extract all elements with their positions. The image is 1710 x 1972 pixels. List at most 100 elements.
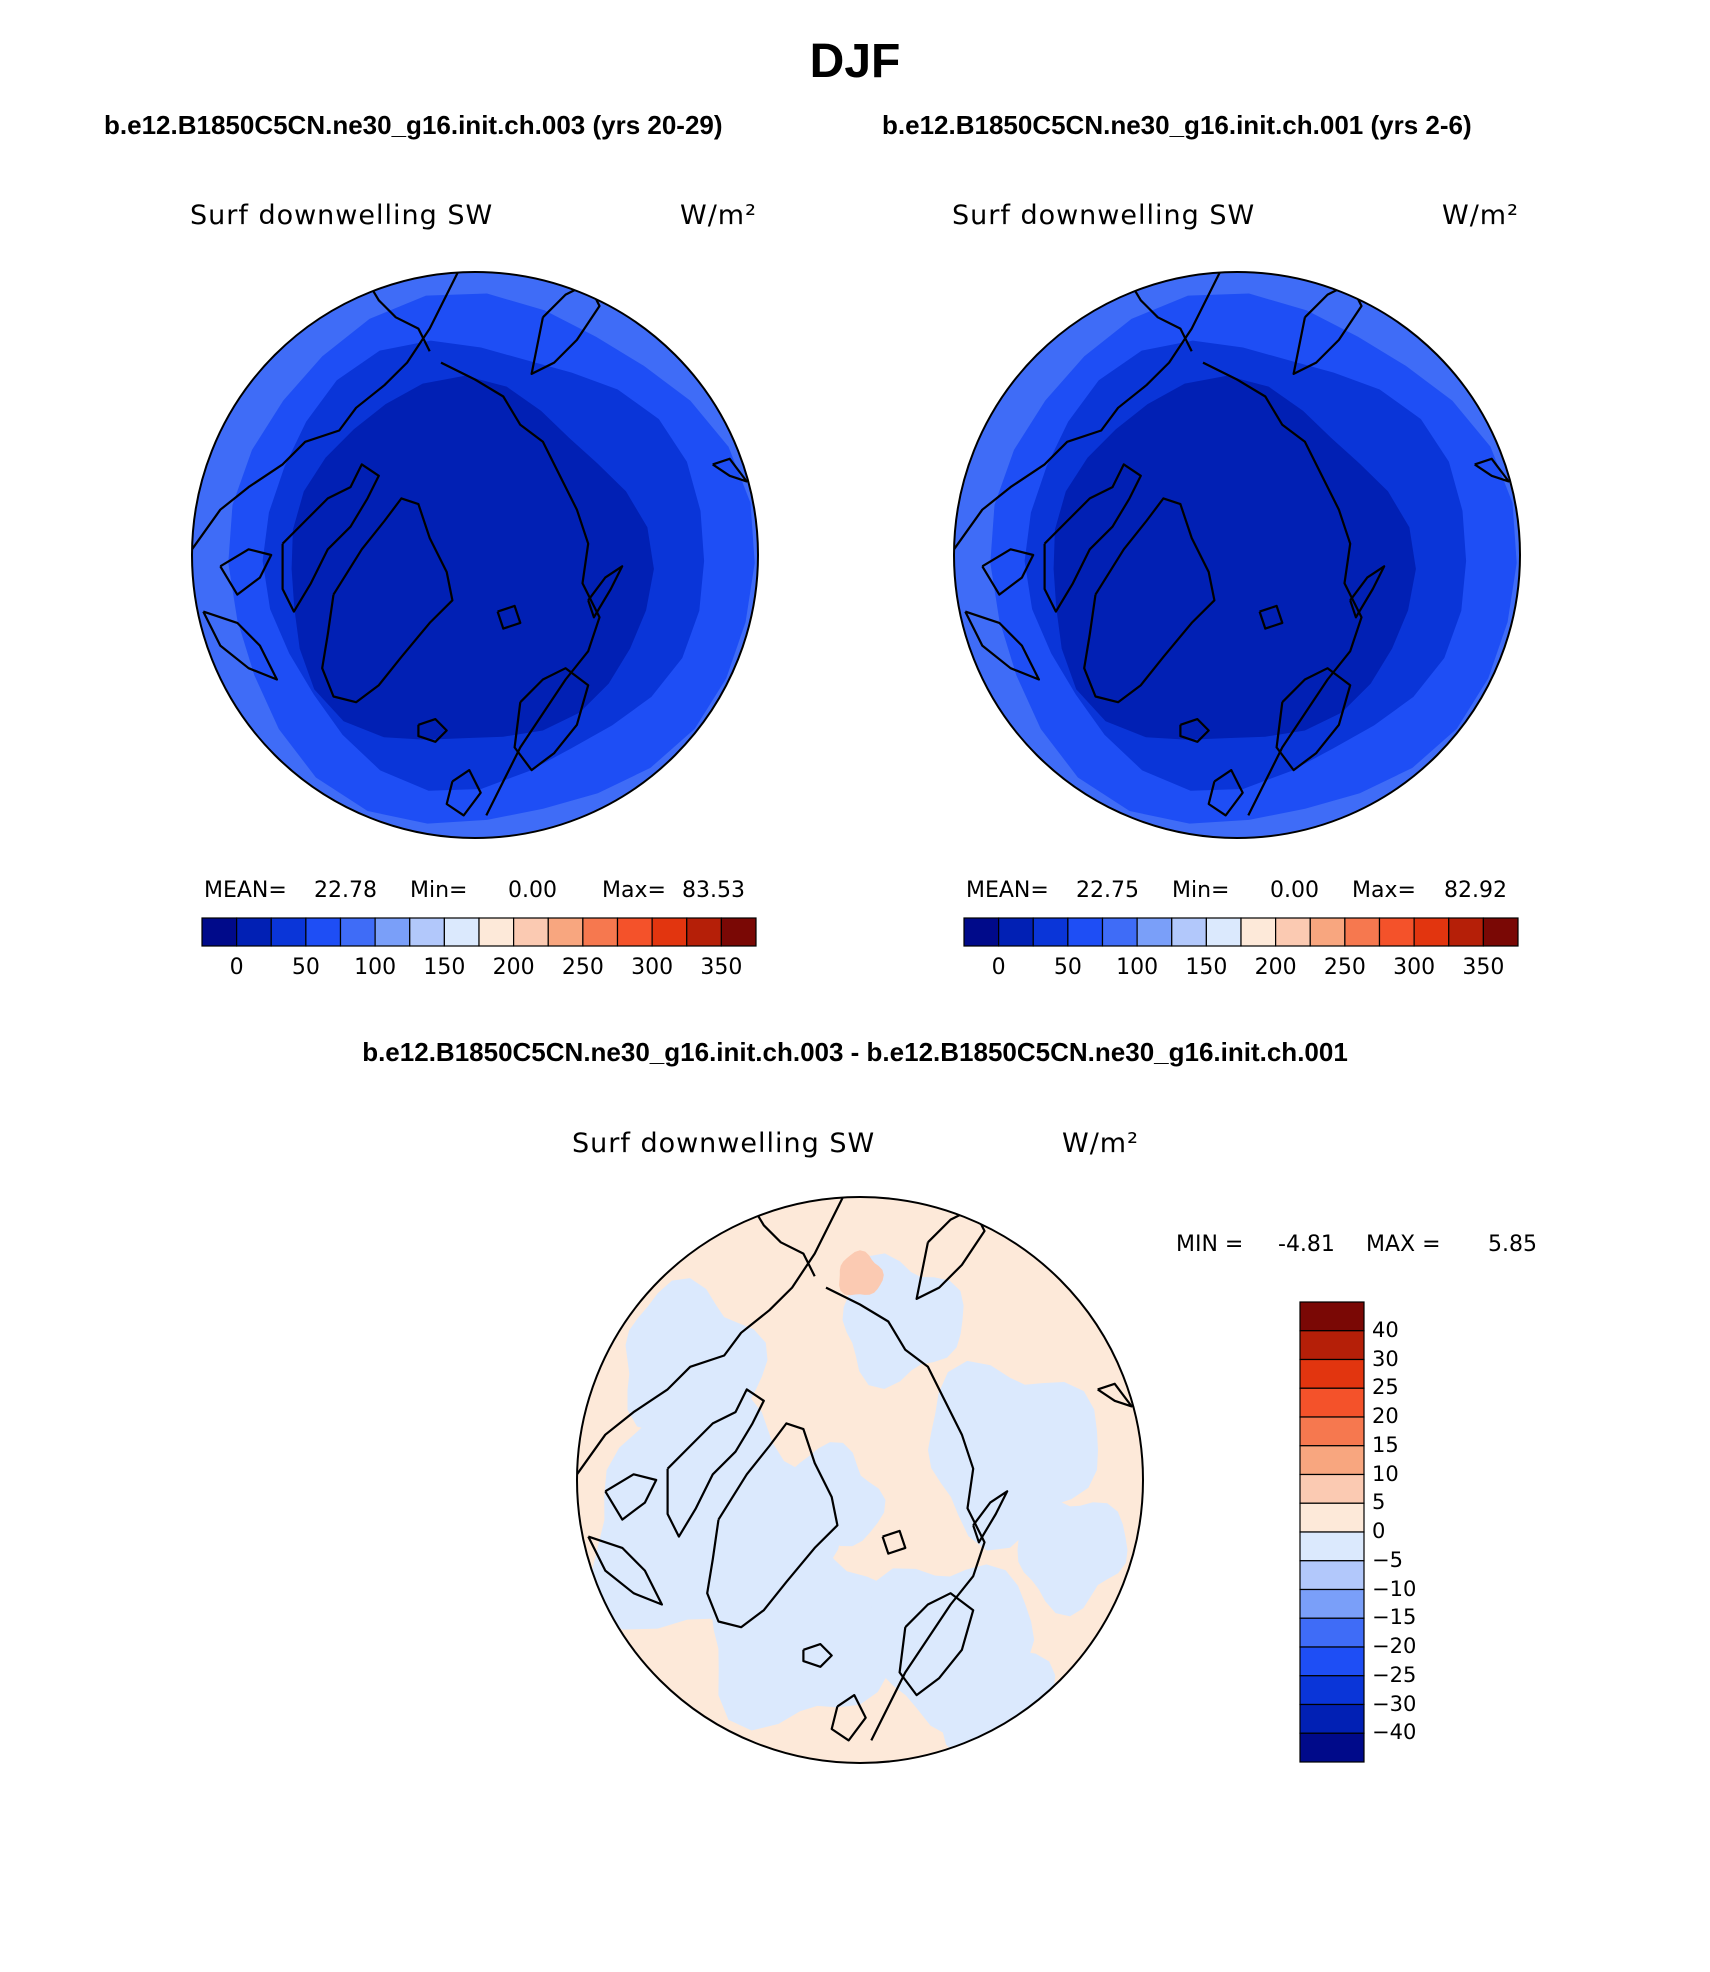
map-boundary-0: [191, 271, 759, 839]
panel2-polar-map: [953, 271, 1521, 839]
colorbar-tick-label: −20: [1372, 1634, 1417, 1658]
colorbar-box-13: [1413, 917, 1450, 947]
map1-coastline-9: [1207, 769, 1244, 817]
colorbar-box-6: [409, 917, 445, 947]
map2-coastline-13: [1097, 1382, 1133, 1408]
colorbar-box-2: [270, 917, 307, 947]
panel3-min-label: MIN =: [1176, 1232, 1244, 1257]
colorbar-tick-label: 300: [1393, 955, 1436, 980]
panel3-field-label: Surf downwelling SW: [572, 1128, 876, 1159]
panel1-field-label: Surf downwelling SW: [190, 200, 494, 231]
map-field-2: [577, 1197, 1143, 1763]
map2-coastline-4: [587, 1535, 663, 1606]
map1-coastline-8: [1275, 667, 1352, 772]
colorbar-box-11: [1344, 917, 1381, 947]
colorbar-box-3: [1067, 917, 1104, 947]
colorbar-box-1: [236, 917, 272, 947]
panel2-min-value: 0.00: [1270, 878, 1319, 903]
colorbar-tick-label: 5: [1372, 1490, 1386, 1515]
colorbar-tick-label: 150: [423, 955, 466, 980]
panel1-mean-label: MEAN=: [204, 878, 287, 903]
colorbar-box-10: [1309, 917, 1346, 947]
colorbar-tick-label: 200: [492, 955, 535, 980]
colorbar-box-13: [1299, 1675, 1365, 1706]
colorbar-tick-label: 0: [229, 955, 244, 980]
panel3-min-value: -4.81: [1278, 1232, 1335, 1257]
map1-coastline-13: [1474, 457, 1510, 483]
colorbar-box-2: [1032, 917, 1069, 947]
panel1-polar-map: [191, 271, 759, 839]
page-title: DJF: [809, 35, 901, 88]
map2-coastline-5: [825, 1286, 986, 1741]
map0-coastline-4: [202, 610, 278, 681]
map0-coastline-10: [417, 718, 448, 743]
colorbar-box-10: [547, 917, 584, 947]
colorbar-box-2: [1299, 1358, 1365, 1389]
colorbar-box-14: [1299, 1703, 1365, 1734]
map1-coastline-3: [981, 548, 1035, 596]
colorbar-box-3: [305, 917, 342, 947]
panel2-max-label: Max=: [1352, 878, 1416, 903]
field-negative-region-7: [778, 1442, 886, 1547]
map1-coastline-7: [1292, 282, 1363, 375]
colorbar-box-9: [1275, 917, 1311, 947]
field-negative-region-1: [711, 1520, 904, 1731]
colorbar-box-10: [1299, 1588, 1365, 1619]
panel1-min-label: Min=: [410, 878, 468, 903]
colorbar-tick-label: 250: [1323, 955, 1366, 980]
panel3-difference-map: [576, 1196, 1144, 1764]
colorbar-tick-label: 0: [1372, 1519, 1386, 1543]
map2-coastlines: [577, 1197, 1133, 1742]
map1-coastline-2: [1043, 463, 1142, 613]
map2-coastline-7: [915, 1207, 986, 1300]
diff-title: b.e12.B1850C5CN.ne30_g16.init.ch.003 - b…: [362, 1037, 1348, 1067]
colorbar-tick-label: 350: [1462, 955, 1505, 980]
colorbar-tick-label: 50: [1053, 955, 1082, 980]
map2-coastline-8: [898, 1592, 975, 1697]
colorbar-box-1: [998, 917, 1034, 947]
field-strong-positive-region: [839, 1250, 884, 1296]
panel3-max-value: 5.85: [1488, 1232, 1537, 1257]
panel3-units-label: W/m²: [1062, 1128, 1139, 1159]
colorbar-box-14: [686, 917, 722, 947]
panel1-min-value: 0.00: [508, 878, 557, 903]
colorbar-box-12: [1378, 917, 1415, 947]
colorbar-box-0: [201, 917, 238, 947]
panel3-colorbar: [1299, 1301, 1365, 1763]
colorbar-box-8: [1299, 1531, 1365, 1562]
panel1-max-value: 83.53: [682, 878, 745, 903]
colorbar-tick-label: −25: [1372, 1662, 1417, 1687]
panel2-mean-label: MEAN=: [966, 878, 1049, 903]
map2-coastline-1: [577, 1197, 844, 1475]
colorbar-box-8: [478, 917, 515, 947]
colorbar-box-11: [1299, 1617, 1365, 1648]
left-case-title: b.e12.B1850C5CN.ne30_g16.init.ch.003 (yr…: [104, 110, 723, 140]
colorbar-box-7: [1205, 917, 1242, 947]
colorbar-box-11: [582, 917, 619, 947]
colorbar-tick-label: 15: [1372, 1432, 1399, 1457]
map0-coastline-9: [445, 769, 482, 817]
colorbar-tick-label: −5: [1372, 1547, 1403, 1572]
colorbar-box-12: [1299, 1646, 1365, 1677]
map0-coastline-1: [192, 272, 459, 550]
panel1-colorbar-ticks: 0 50 100 150 200 250 300 350: [0, 955, 1710, 985]
colorbar-box-6: [1299, 1473, 1365, 1504]
map-field-1: [954, 272, 1520, 838]
map2-coastline-2: [666, 1388, 765, 1538]
colorbar-box-14: [1448, 917, 1484, 947]
map1-coastline-1: [954, 272, 1221, 550]
map0-coastline-8: [513, 667, 590, 772]
colorbar-box-7: [443, 917, 480, 947]
colorbar-box-4: [339, 917, 376, 947]
field-pole-core: [291, 375, 654, 740]
colorbar-box-9: [513, 917, 549, 947]
colorbar-tick-label: 25: [1372, 1375, 1399, 1400]
panel1-colorbar: [201, 917, 757, 947]
map2-coastline-10: [802, 1643, 833, 1668]
map1-coastline-12: [1258, 604, 1284, 630]
map-boundary-1: [953, 271, 1521, 839]
map1-coastline-0: [1083, 497, 1216, 704]
map0-coastline-0: [321, 497, 454, 704]
panel2-min-label: Min=: [1172, 878, 1230, 903]
map2-coastline-0: [706, 1422, 839, 1629]
